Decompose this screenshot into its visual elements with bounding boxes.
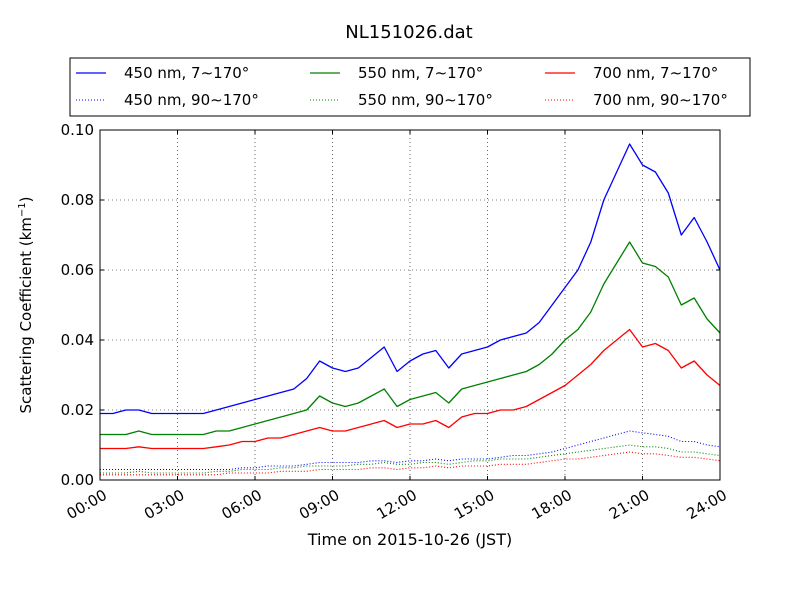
legend-label: 550 nm, 7∼170°	[358, 64, 483, 82]
legend-label: 700 nm, 90∼170°	[593, 91, 728, 109]
x-tick-label: 03:00	[141, 486, 187, 523]
series-line-5	[100, 451, 721, 476]
x-tick-label: 00:00	[64, 486, 110, 523]
x-axis-label: Time on 2015-10-26 (JST)	[307, 530, 512, 549]
legend-box	[69, 57, 751, 117]
x-tick-label: 12:00	[374, 486, 420, 523]
x-tick-label: 24:00	[684, 486, 730, 523]
x-tick-label: 15:00	[451, 486, 497, 523]
y-tick-label: 0.06	[61, 261, 94, 279]
y-tick-label: 0.10	[61, 121, 94, 139]
y-axis-label-sup: −1	[17, 202, 28, 217]
series-group	[100, 143, 721, 476]
y-axis-label: Scattering Coefficient (km−1)	[17, 196, 35, 413]
series-line-4	[100, 328, 721, 450]
x-tick-label: 18:00	[529, 486, 575, 523]
y-tick-label: 0.08	[61, 191, 94, 209]
x-tick-label: 09:00	[296, 486, 342, 523]
legend-label: 450 nm, 90∼170°	[124, 91, 259, 109]
x-tick-label: 21:00	[606, 486, 652, 523]
y-tick-label: 0.00	[61, 471, 94, 489]
y-tick-label: 0.02	[61, 401, 94, 419]
y-axis-label-main: Scattering Coefficient (km	[17, 217, 35, 413]
legend-label: 550 nm, 90∼170°	[358, 91, 493, 109]
legend: 450 nm, 7∼170° 450 nm, 90∼170° 550 nm, 7∼1…	[69, 57, 751, 117]
series-line-2	[100, 241, 721, 436]
y-ticks: 0.00 0.02 0.04 0.06 0.08 0.10	[61, 121, 720, 489]
grid	[99, 129, 721, 481]
x-tick-label: 06:00	[219, 486, 265, 523]
chart-title: NL151026.dat	[345, 22, 472, 43]
series-line-0	[100, 143, 721, 415]
y-axis-label-close: )	[17, 196, 35, 202]
y-tick-label: 0.04	[61, 331, 94, 349]
legend-label: 700 nm, 7∼170°	[593, 64, 718, 82]
legend-label: 450 nm, 7∼170°	[124, 64, 249, 82]
series-line-3	[100, 444, 721, 474]
